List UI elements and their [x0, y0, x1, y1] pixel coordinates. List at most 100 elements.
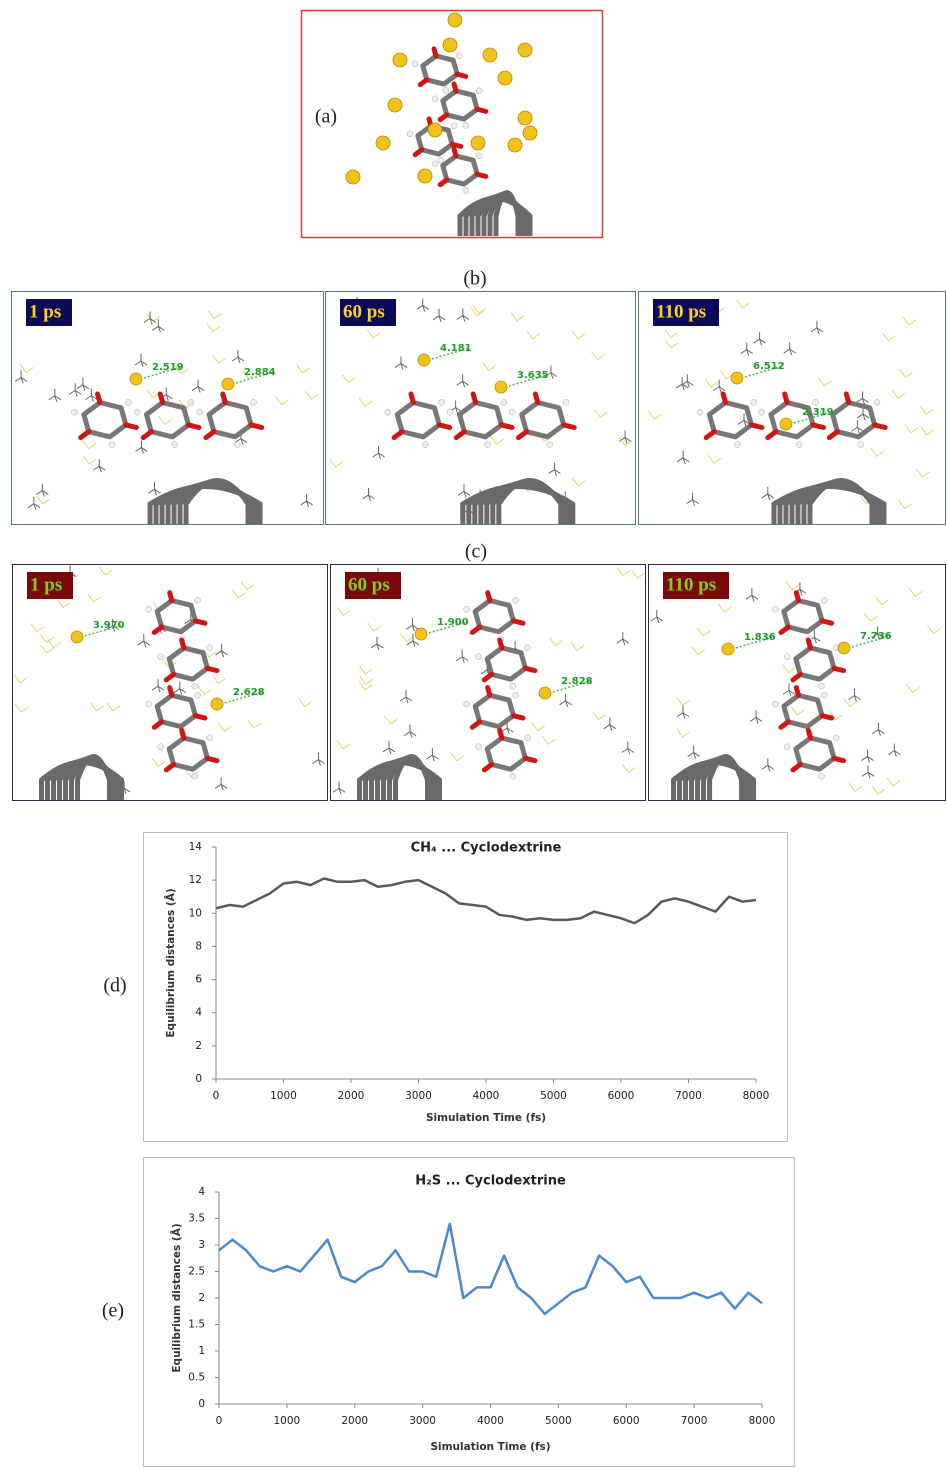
- y-tick-label: 2: [198, 1292, 205, 1304]
- atom-s: [483, 48, 497, 62]
- atom-h: [134, 409, 140, 415]
- distance-label: 2.884: [244, 367, 276, 378]
- y-tick-label: 4: [195, 1007, 202, 1019]
- snapshot-panel: 1 ps 2.519 2.884: [12, 292, 324, 525]
- y-tick-label: 8: [195, 940, 202, 952]
- atom-s: [443, 38, 457, 52]
- time-label: 1 ps: [29, 301, 61, 322]
- y-tick-label: 14: [189, 841, 203, 853]
- x-tick-label: 3000: [409, 1415, 436, 1427]
- atom-h: [513, 597, 519, 603]
- atom-h: [146, 701, 152, 707]
- x-tick-label: 2000: [338, 1090, 365, 1102]
- bond-o: [454, 84, 456, 91]
- atom-h: [563, 399, 569, 405]
- bond-o: [452, 144, 461, 146]
- panel-a-art: [346, 13, 537, 236]
- atom-h: [547, 442, 553, 448]
- bond-o: [500, 640, 502, 648]
- atom-h: [510, 683, 516, 689]
- atom-h: [509, 409, 515, 415]
- bond-o: [160, 394, 162, 403]
- bond-o: [170, 593, 172, 601]
- snapshot-panel: 110 ps1.8367.736: [649, 565, 946, 801]
- distance-label: 2.828: [561, 676, 593, 687]
- atom-h: [432, 96, 438, 102]
- atom-h: [818, 773, 824, 779]
- x-axis-title: Simulation Time (fs): [426, 1112, 546, 1124]
- y-tick-label: 0: [195, 1073, 202, 1085]
- y-tick-label: 6: [195, 974, 202, 986]
- bond-o: [822, 621, 832, 623]
- atom-h: [784, 744, 790, 750]
- x-tick-label: 6000: [613, 1415, 640, 1427]
- atom-s: [518, 111, 532, 125]
- y-tick-label: 2: [195, 1040, 202, 1052]
- atom-h: [385, 409, 391, 415]
- atom-h: [784, 654, 790, 660]
- distance-label: 6.512: [753, 361, 785, 372]
- bond-o: [207, 668, 217, 670]
- bond-o: [411, 394, 413, 403]
- x-tick-label: 2000: [341, 1415, 368, 1427]
- atom-h: [818, 683, 824, 689]
- chart-title: H₂S ... Cyclodextrine: [415, 1174, 566, 1189]
- y-tick-label: 12: [189, 874, 202, 886]
- snapshot-frame: [12, 292, 324, 525]
- atom-h: [422, 442, 428, 448]
- x-tick-label: 5000: [545, 1415, 572, 1427]
- atom-s: [393, 53, 407, 67]
- bond-o: [875, 425, 886, 428]
- snapshot-frame: [639, 292, 946, 525]
- x-axis-title: Simulation Time (fs): [430, 1441, 550, 1453]
- y-tick-label: 3: [198, 1239, 205, 1251]
- bond-o: [170, 688, 172, 696]
- bond-o: [182, 640, 184, 648]
- bond-o: [98, 394, 100, 403]
- x-tick-label: 4000: [473, 1090, 500, 1102]
- distance-label: 2.319: [802, 407, 834, 418]
- atom-h: [510, 773, 516, 779]
- atom-h: [476, 153, 482, 159]
- atom-s: [780, 418, 792, 430]
- snapshot-frame: [326, 292, 636, 525]
- distance-label: 4.181: [440, 343, 472, 354]
- y-tick-label: 1: [198, 1345, 205, 1357]
- bond-o: [195, 716, 205, 718]
- atom-s: [418, 169, 432, 183]
- bond-o: [846, 394, 848, 403]
- bond-o: [420, 80, 427, 85]
- bond-o: [808, 640, 810, 648]
- bond-o: [808, 730, 810, 738]
- atom-s: [418, 354, 430, 366]
- distance-label: 2.628: [233, 687, 265, 698]
- atom-s: [130, 373, 142, 385]
- distance-label: 1.900: [437, 617, 469, 628]
- distance-label: 2.519: [152, 362, 184, 373]
- chart-title: CH₄ ... Cyclodextrine: [411, 841, 562, 856]
- distance-label: 3.635: [517, 370, 549, 381]
- distance-label: 3.970: [93, 620, 125, 631]
- bond-o: [189, 425, 200, 428]
- atom-h: [195, 692, 201, 698]
- atom-h: [192, 773, 198, 779]
- atom-h: [195, 597, 201, 603]
- bond-o: [434, 49, 436, 56]
- panel-label: (d): [103, 975, 126, 997]
- atom-h: [192, 683, 198, 689]
- distance-label: 1.836: [744, 632, 776, 643]
- atom-h: [759, 409, 765, 415]
- bond-o: [535, 394, 537, 403]
- atom-s: [518, 43, 532, 57]
- atom-s: [523, 126, 537, 140]
- panel-label: (a): [315, 106, 337, 128]
- atom-h: [772, 606, 778, 612]
- bond-o: [813, 425, 824, 428]
- atom-s: [388, 98, 402, 112]
- y-axis-title: Equilibrium distances (Å): [164, 888, 177, 1037]
- bond-o: [513, 621, 523, 623]
- atom-h: [447, 409, 453, 415]
- atom-h: [456, 53, 462, 59]
